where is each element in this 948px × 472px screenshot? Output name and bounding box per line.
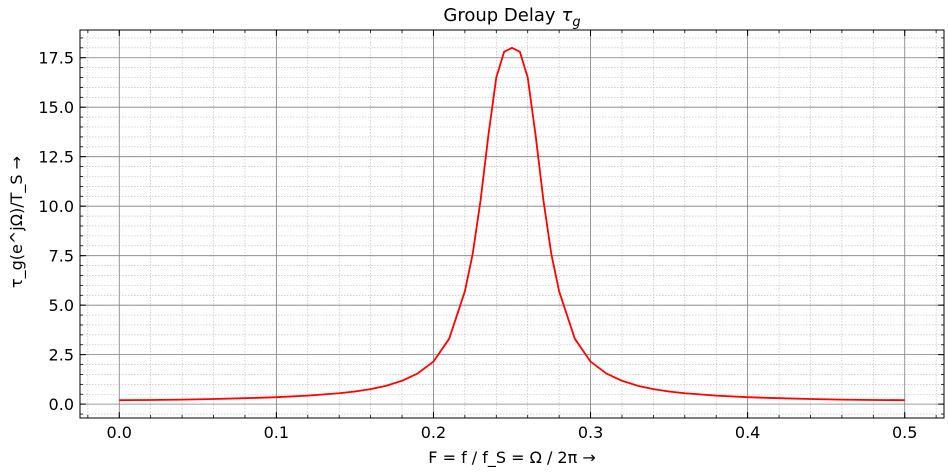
x-tick-label: 0.1 bbox=[264, 423, 289, 442]
group-delay-line bbox=[119, 46, 905, 402]
x-tick-labels: 0.0 0.1 0.2 0.3 0.4 0.5 bbox=[107, 423, 918, 442]
y-tick-labels: 0.0 2.5 5.0 7.5 10.0 12.5 15.0 17.5 bbox=[38, 49, 74, 414]
x-tick-label: 0.3 bbox=[578, 423, 603, 442]
chart-title: Group Delay τg bbox=[443, 5, 580, 30]
major-grid bbox=[80, 30, 944, 418]
y-tick-label: 17.5 bbox=[38, 49, 74, 68]
y-tick-label: 0.0 bbox=[49, 395, 74, 414]
x-tick-label: 0.4 bbox=[735, 423, 760, 442]
x-tick-label: 0.2 bbox=[421, 423, 446, 442]
y-tick-label: 2.5 bbox=[49, 346, 74, 365]
axis-ticks bbox=[80, 30, 944, 418]
y-tick-label: 12.5 bbox=[38, 148, 74, 167]
plot-series bbox=[119, 46, 905, 402]
y-tick-label: 7.5 bbox=[49, 247, 74, 266]
y-axis-label: τ_g(e^jΩ)/T_S → bbox=[7, 156, 27, 288]
x-tick-label: 0.0 bbox=[107, 423, 132, 442]
x-tick-label: 0.5 bbox=[892, 423, 917, 442]
y-tick-label: 10.0 bbox=[38, 197, 74, 216]
y-tick-label: 5.0 bbox=[49, 296, 74, 315]
x-axis-label: F = f / f_S = Ω / 2π → bbox=[428, 448, 595, 468]
y-tick-label: 15.0 bbox=[38, 98, 74, 117]
plot-frame bbox=[79, 29, 945, 419]
